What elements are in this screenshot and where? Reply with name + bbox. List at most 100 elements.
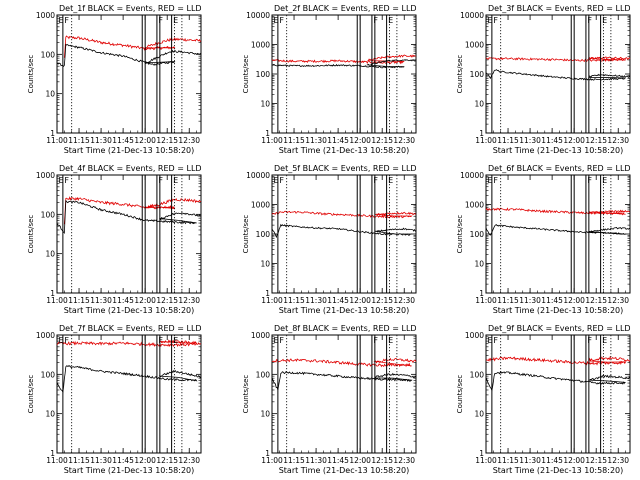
plot-frame [56,174,202,294]
y-axis-label: Counts/sec [456,215,464,254]
interval-flag-label: F [158,16,163,25]
interval-flag-label: E [488,16,493,25]
plot-frame [485,334,631,454]
panel-7: Det_7f BLACK = Events, RED = LLD 1 10 100 10… [27,324,202,475]
y-tick-label: 10 [260,100,270,109]
y-tick-label: 100 [41,50,56,59]
panel-title: Det_5f BLACK = Events, RED = LLD [274,164,417,173]
y-axis-label: Counts/sec [27,215,35,254]
x-tick-label: 12:30 [178,456,200,465]
interval-flag-label: F [158,336,163,345]
x-tick-label: 11:30 [519,456,541,465]
panel-5: Det_5f BLACK = Events, RED = LLD 1 10 100 10… [242,164,417,315]
x-tick-label: 11:30 [305,296,327,305]
x-tick-label: 12:00 [134,456,156,465]
x-tick-label: 11:15 [68,456,90,465]
x-axis-label: Start Time (21-Dec-13 10:58:20) [493,306,624,315]
events-series-line [485,224,631,236]
plot-frame [485,174,631,294]
y-tick-label: 1 [479,129,484,138]
lld-series-line [485,56,631,63]
y-tick-label: 1 [479,289,484,298]
x-tick-label: 11:30 [90,296,112,305]
y-tick-label: 1000 [36,331,55,340]
x-tick-label: 12:15 [156,456,178,465]
panel-6: Det_6f BLACK = Events, RED = LLD 1 10 100 10… [456,164,631,315]
x-tick-label: 11:30 [90,456,112,465]
x-tick-label: 11:30 [519,296,541,305]
y-tick-label: 1 [479,449,484,458]
y-tick-label: 1000 [36,171,55,180]
interval-flag-label: E [59,16,64,25]
x-tick-label: 11:45 [327,456,349,465]
panel-title: Det_2f BLACK = Events, RED = LLD [274,4,417,13]
x-axis-label: Start Time (21-Dec-13 10:58:20) [64,146,195,155]
interval-flag-label: E [388,16,393,25]
x-axis-label: Start Time (21-Dec-13 10:58:20) [64,306,195,315]
panel-4: Det_4f BLACK = Events, RED = LLD 1 10 100 10… [27,164,202,315]
interval-flag-label: F [64,16,69,25]
lld-series-line [63,196,201,225]
events-series-line [485,371,631,392]
x-tick-label: 11:45 [541,136,563,145]
x-tick-label: 11:45 [112,136,134,145]
interval-flag-label: F [279,336,284,345]
y-tick-label: 1 [50,129,55,138]
plot-frame [271,334,417,454]
y-tick-label: 1 [265,129,270,138]
y-axis-label: Counts/sec [242,55,250,94]
panel-1: Det_1f BLACK = Events, RED = LLD 1 10 100 10… [27,4,202,155]
x-tick-label: 11:00 [46,456,68,465]
x-axis-label: Start Time (21-Dec-13 10:58:20) [493,146,624,155]
interval-flag-label: E [388,336,393,345]
x-tick-label: 12:15 [585,296,607,305]
y-tick-label: 1 [265,449,270,458]
y-tick-label: 10 [45,90,55,99]
interval-flag-label: F [493,336,498,345]
y-tick-label: 1000 [465,201,484,210]
y-tick-label: 10 [474,410,484,419]
interval-flag-label: F [64,336,69,345]
y-tick-label: 10000 [460,11,484,20]
x-tick-label: 12:30 [178,296,200,305]
x-tick-label: 12:30 [393,456,415,465]
plot-frame [56,14,202,134]
interval-flag-label: E [274,16,279,25]
interval-flag-label: E [173,16,178,25]
y-tick-label: 100 [470,370,485,379]
panel-title: Det_7f BLACK = Events, RED = LLD [59,324,202,333]
lld-series-line [485,355,631,366]
lld-series-line [271,357,417,368]
y-tick-label: 10 [45,410,55,419]
interval-flag-label: F [587,16,592,25]
interval-flag-label: E [173,336,178,345]
plot-frame [56,334,202,454]
x-tick-label: 11:00 [475,136,497,145]
interval-flag-label: E [488,176,493,185]
panel-title: Det_1f BLACK = Events, RED = LLD [59,4,202,13]
interval-flag-label: F [493,176,498,185]
x-tick-label: 11:15 [283,456,305,465]
lld-series-line [271,210,417,219]
interval-flag-label: F [587,336,592,345]
y-tick-label: 100 [41,370,56,379]
x-tick-label: 11:00 [46,136,68,145]
x-tick-label: 12:00 [349,136,371,145]
plot-frame [271,14,417,134]
y-tick-label: 100 [256,370,271,379]
x-tick-label: 12:00 [134,136,156,145]
x-tick-label: 12:30 [607,136,629,145]
x-tick-label: 12:00 [349,456,371,465]
x-tick-label: 11:15 [497,296,519,305]
interval-flag-label: F [279,176,284,185]
x-tick-label: 11:45 [327,296,349,305]
y-tick-label: 10 [474,100,484,109]
interval-flag-label: E [602,336,607,345]
y-tick-label: 1000 [251,41,270,50]
x-tick-label: 12:15 [585,456,607,465]
x-tick-label: 12:15 [156,296,178,305]
x-tick-label: 11:15 [283,296,305,305]
y-axis-label: Counts/sec [242,375,250,414]
events-series-line [271,58,417,69]
